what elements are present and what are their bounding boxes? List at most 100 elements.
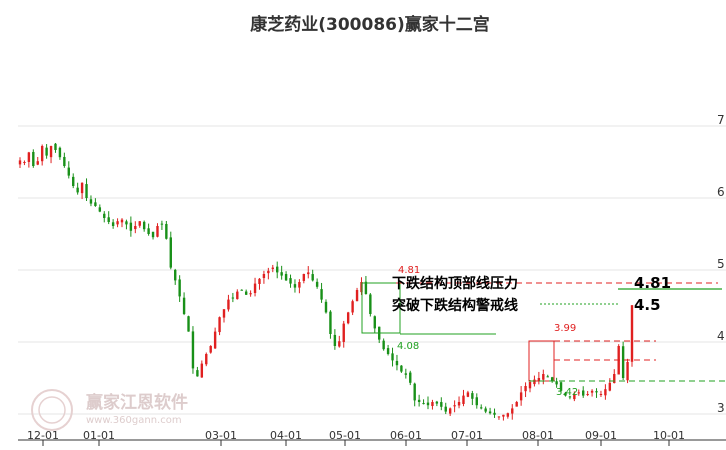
candle-body — [550, 377, 554, 382]
candle-body — [533, 379, 536, 385]
candle-body — [608, 382, 612, 391]
candle-body — [67, 167, 70, 176]
candle-body — [453, 405, 456, 407]
candle-body — [621, 346, 625, 378]
candle-body — [120, 219, 124, 223]
x-tick-label: 09-01 — [585, 429, 617, 442]
candle-body — [54, 143, 57, 150]
candle-body — [134, 226, 137, 230]
candle-body — [524, 386, 527, 392]
candle-body — [315, 281, 319, 287]
candle-body — [484, 408, 487, 412]
candle-body — [409, 372, 412, 383]
candle-body — [196, 370, 199, 377]
small-label-408: 4.08 — [397, 341, 419, 352]
candle-body — [244, 291, 248, 295]
candle-body — [89, 199, 93, 204]
candle-body — [360, 282, 363, 293]
watermark-name: 赢家江恩软件 — [86, 392, 188, 413]
candle-body — [613, 374, 616, 384]
x-tick-label: 12-01 — [27, 429, 59, 442]
x-tick-label: 01-01 — [83, 429, 115, 442]
candle-body — [302, 274, 306, 281]
small-label-342: 3.42 — [556, 387, 578, 398]
candle-body — [298, 282, 301, 288]
candle-body — [129, 222, 133, 231]
candle-body — [45, 147, 48, 156]
y-tick-label: 4 — [717, 329, 725, 343]
pressure-value: 4.81 — [634, 274, 671, 292]
annotation-labels: 下跌结构顶部线压力 4.81 突破下跌结构警戒线 4.5 4.81 4.08 3… — [392, 265, 671, 398]
candle-body — [395, 360, 399, 366]
candle-body — [404, 373, 408, 375]
candle-body — [213, 331, 217, 349]
candle-body — [466, 392, 470, 397]
candle-body — [480, 407, 483, 409]
candle-body — [156, 226, 159, 237]
candle-body — [448, 408, 452, 414]
candle-body — [116, 221, 119, 225]
candle-body — [249, 293, 252, 295]
candle-body — [227, 299, 230, 310]
candle-body — [528, 382, 532, 389]
y-tick-label: 6 — [717, 185, 725, 199]
candlesticks — [18, 142, 634, 421]
candle-body — [542, 374, 545, 380]
candle-body — [586, 394, 589, 395]
candle-body — [440, 402, 443, 407]
candle-body — [85, 184, 88, 198]
candle-body — [506, 413, 510, 417]
candle-body — [165, 223, 168, 239]
candle-body — [125, 221, 128, 225]
candle-body — [209, 346, 212, 353]
candle-body — [94, 202, 97, 206]
candle-body — [342, 323, 345, 342]
grid — [18, 125, 726, 415]
candle-body — [546, 376, 549, 378]
candle-body — [382, 340, 385, 350]
candle-body — [590, 390, 594, 393]
candle-body — [519, 392, 523, 401]
candle-body — [333, 334, 337, 346]
candle-body — [604, 389, 607, 396]
candle-body — [626, 362, 629, 381]
candle-body — [373, 316, 376, 329]
warning-value: 4.5 — [634, 296, 661, 314]
y-axis: 7 6 5 4 3 — [717, 113, 725, 415]
candle-body — [515, 402, 518, 407]
y-tick-label: 3 — [717, 401, 725, 415]
candle-body — [107, 217, 110, 222]
candle-body — [58, 147, 62, 158]
candle-body — [271, 267, 274, 269]
candle-body — [231, 297, 235, 299]
candle-body — [276, 266, 279, 273]
candle-body — [72, 176, 75, 186]
watermark-url: www.360gann.com — [86, 415, 182, 426]
candle-body — [307, 272, 310, 275]
candle-body — [555, 381, 558, 385]
candle-body — [369, 294, 372, 314]
candle-body — [18, 160, 22, 165]
candle-body — [582, 390, 585, 396]
candle-body — [462, 395, 465, 404]
candle-body — [178, 279, 181, 297]
candle-body — [289, 278, 292, 284]
candle-body — [151, 231, 155, 238]
candle-body — [147, 228, 150, 234]
candle-body — [511, 408, 514, 414]
candle-body — [182, 297, 186, 314]
candle-body — [497, 416, 501, 418]
candle-body — [338, 341, 341, 347]
candle-body — [280, 272, 283, 276]
x-tick-label: 05-01 — [329, 429, 361, 442]
candle-body — [471, 393, 474, 399]
watermark: 赢家江恩软件 www.360gann.com — [31, 389, 188, 431]
candle-body — [400, 365, 403, 372]
x-tick-label: 10-01 — [653, 429, 685, 442]
candle-body — [630, 305, 634, 362]
candle-body — [191, 331, 195, 369]
candle-body — [169, 237, 172, 268]
watermark-logo-icon — [31, 389, 73, 431]
chart-title: 康芝药业(300086)赢家十二宫 — [250, 14, 490, 35]
candle-body — [422, 403, 425, 405]
